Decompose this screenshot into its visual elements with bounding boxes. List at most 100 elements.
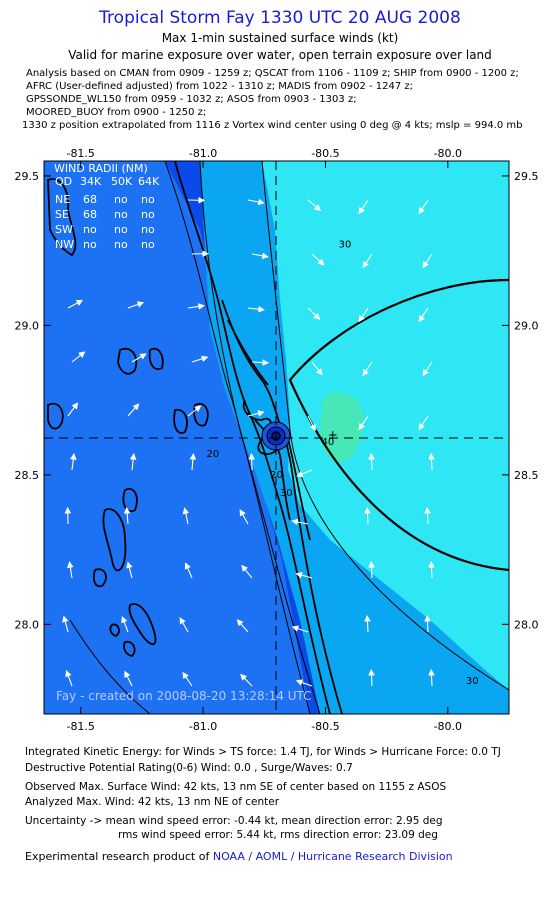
wind-vector xyxy=(187,303,205,310)
wind-vector xyxy=(295,679,313,687)
x-tick-label: -81.5 xyxy=(66,720,94,733)
x-tick-label: -80.0 xyxy=(434,147,462,160)
y-tick-label: 29.5 xyxy=(15,170,40,183)
wind-vector xyxy=(307,415,316,432)
analysis-line-4: MOORED_BUOY from 0900 - 1250 z; xyxy=(26,107,207,118)
y-tick-label: 28.5 xyxy=(15,469,40,482)
chart-title: Tropical Storm Fay 1330 UTC 20 AUG 2008 xyxy=(99,8,461,28)
axis-ticks xyxy=(44,161,509,714)
wind-vector xyxy=(65,669,73,687)
wind-vector xyxy=(240,673,253,687)
wind-vector xyxy=(239,509,249,525)
product-credit: Experimental research product of NOAA / … xyxy=(25,850,453,863)
wind-vector xyxy=(121,616,129,633)
wind-radii-cell: 68 xyxy=(83,193,97,206)
wind-vectors xyxy=(62,196,435,687)
hrd-link[interactable]: NOAA / AOML / Hurricane Research Divisio… xyxy=(212,850,453,863)
wind-vector xyxy=(129,453,137,471)
wind-vector xyxy=(307,307,321,320)
wind-vector xyxy=(358,199,369,215)
wind-vector xyxy=(418,199,429,215)
wind-radii-cell: no xyxy=(141,208,155,221)
contour-label: 30 xyxy=(280,488,293,499)
inland-lakes xyxy=(47,178,209,657)
wind-vector xyxy=(424,614,431,633)
x-tick-label: -81.0 xyxy=(189,147,217,160)
wind-vector xyxy=(62,615,69,633)
wind-radii-cell: 68 xyxy=(83,208,97,221)
wind-radii-column-header: 50K xyxy=(111,175,133,188)
wind-vector xyxy=(296,469,313,478)
wind-vector xyxy=(67,299,84,309)
wind-vector xyxy=(422,253,433,269)
wind-band-40-plus xyxy=(320,391,364,462)
wind-vector xyxy=(368,668,375,687)
wind-vector xyxy=(67,402,79,417)
wind-radii-column-header: QD xyxy=(55,175,72,188)
wind-vector xyxy=(364,614,371,633)
wind-vector xyxy=(358,415,369,431)
wind-radii-cell: no xyxy=(114,193,128,206)
y-tick-label: 29.0 xyxy=(15,319,40,332)
wind-vector xyxy=(182,507,190,525)
dpr-line: Destructive Potential Rating(0-6) Wind: … xyxy=(25,762,353,774)
product-prefix: Experimental research product of xyxy=(25,850,213,863)
wind-radii-cell: no xyxy=(83,238,97,251)
plot-frame xyxy=(43,160,510,715)
wind-vector xyxy=(291,518,309,526)
wind-vector xyxy=(368,452,375,471)
wind-vector xyxy=(127,403,140,417)
y-tick-label: 29.0 xyxy=(514,319,539,332)
axis-tick-labels: -81.5 -81.5 -81.0 -81.0 -80.5 -80.5 -80.0 -80.0… xyxy=(15,147,539,733)
y-tick-label: 28.5 xyxy=(514,469,539,482)
wind-vector xyxy=(364,506,371,525)
wind-radii-cell: no xyxy=(114,223,128,236)
x-tick-label: -81.5 xyxy=(66,147,94,160)
wind-vector xyxy=(311,253,325,266)
wind-band-10-20 xyxy=(44,161,310,714)
wind-vector xyxy=(428,560,435,579)
y-tick-label: 28.0 xyxy=(15,618,40,631)
wind-vector xyxy=(123,506,131,525)
chart-credit: Fay - created on 2008-08-20 13:28:14 UTC xyxy=(56,689,312,703)
wind-vector xyxy=(179,617,189,633)
wind-radii-cell: no xyxy=(114,238,128,251)
uncertainty-line-2: rms wind speed error: 5.44 kt, rms direc… xyxy=(118,829,438,841)
analysis-line-1: Analysis based on CMAN from 0909 - 1259 … xyxy=(26,68,519,79)
wind-analysis-chart: 30 20 20 30 40 30 + WIND RADII (NM) QD 34K 50K 64… xyxy=(15,147,539,733)
wind-vector xyxy=(247,410,265,417)
chart-subtitle-1: Max 1-min sustained surface winds (kt) xyxy=(161,31,399,45)
analysis-line-2: AFRC (User-defined adjusted) from 1022 -… xyxy=(26,81,414,92)
wind-radii-title: WIND RADII (NM) xyxy=(54,162,148,175)
wind-vector xyxy=(189,452,197,471)
wind-vector xyxy=(247,305,265,313)
wind-vector xyxy=(187,405,202,417)
uncertainty-line-1: Uncertainty -> mean wind speed error: -0… xyxy=(25,815,443,827)
wind-vector xyxy=(422,361,433,377)
wind-radii-cell: NW xyxy=(55,238,74,251)
wind-radii-cell: no xyxy=(141,193,155,206)
wind-vector xyxy=(358,307,369,323)
chart-subtitle-2: Valid for marine exposure over water, op… xyxy=(68,48,492,62)
wind-vector xyxy=(311,361,323,376)
contour-label: 40 xyxy=(322,437,335,448)
gale-radius-contour xyxy=(288,278,509,572)
wind-vector xyxy=(71,351,86,363)
wind-radii-cell: no xyxy=(83,223,97,236)
wind-vector xyxy=(295,572,313,579)
wind-vector xyxy=(67,561,74,579)
analysis-line-3: GPSSONDE_WL150 from 0959 - 1032 z; ASOS … xyxy=(26,94,357,105)
observed-max-wind: Observed Max. Surface Wind: 42 kts, 13 n… xyxy=(25,781,447,793)
y-tick-label: 29.5 xyxy=(514,170,539,183)
max-wind-marker: + xyxy=(328,428,338,442)
wind-vector xyxy=(291,625,309,633)
wind-vector xyxy=(184,562,193,579)
x-tick-label: -81.0 xyxy=(189,720,217,733)
wind-vector xyxy=(418,415,429,431)
wind-vector xyxy=(127,301,145,309)
wind-vector xyxy=(424,506,431,525)
x-tick-label: -80.5 xyxy=(311,147,339,160)
wind-vector xyxy=(182,671,193,687)
